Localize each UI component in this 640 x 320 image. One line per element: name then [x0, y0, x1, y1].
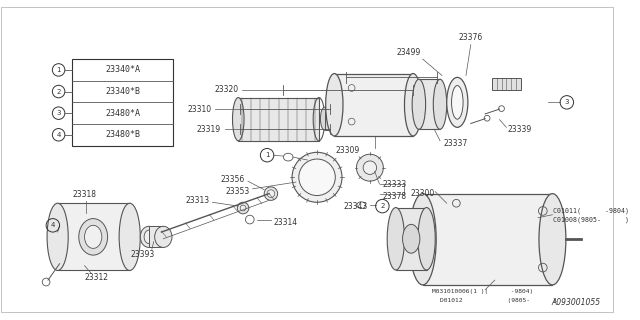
Text: 23480*B: 23480*B — [105, 130, 140, 139]
Text: M031010006(1 )(      -9804): M031010006(1 )( -9804) — [433, 289, 534, 294]
Text: D01012            (9805-      ): D01012 (9805- ) — [440, 298, 556, 303]
Text: 23333: 23333 — [382, 180, 406, 188]
Bar — [149, 226, 163, 247]
Ellipse shape — [356, 154, 383, 181]
Text: 23310: 23310 — [188, 105, 211, 114]
Text: 23340*A: 23340*A — [105, 65, 140, 75]
Text: 23314: 23314 — [274, 218, 298, 227]
Text: 23356: 23356 — [221, 175, 245, 184]
Ellipse shape — [79, 219, 108, 255]
Ellipse shape — [412, 79, 426, 129]
Ellipse shape — [433, 79, 447, 129]
Bar — [419, 79, 440, 129]
Ellipse shape — [299, 159, 335, 196]
Bar — [58, 203, 130, 270]
Text: 23337: 23337 — [444, 139, 468, 148]
Text: 4: 4 — [51, 222, 55, 228]
Ellipse shape — [363, 161, 376, 174]
Ellipse shape — [328, 107, 337, 130]
Ellipse shape — [84, 225, 102, 248]
Text: 23376: 23376 — [459, 34, 483, 43]
Ellipse shape — [321, 107, 329, 130]
Text: 23393: 23393 — [130, 250, 154, 259]
Ellipse shape — [240, 205, 246, 211]
Text: 23312: 23312 — [84, 273, 108, 282]
Text: 4: 4 — [56, 132, 61, 138]
Text: 1: 1 — [56, 67, 61, 73]
Text: 23313: 23313 — [186, 196, 209, 205]
Text: 23320: 23320 — [214, 85, 238, 94]
Text: 23480*A: 23480*A — [105, 109, 140, 118]
Ellipse shape — [418, 208, 435, 270]
Bar — [72, 59, 173, 146]
Text: 2: 2 — [56, 89, 61, 94]
Bar — [396, 208, 427, 270]
Bar — [238, 98, 319, 141]
Text: 3: 3 — [564, 99, 569, 105]
Bar — [324, 107, 332, 130]
Ellipse shape — [264, 187, 278, 200]
Text: C01008(9805-      ): C01008(9805- ) — [554, 216, 629, 223]
Ellipse shape — [403, 224, 420, 253]
Ellipse shape — [452, 85, 463, 119]
Text: 23339: 23339 — [508, 125, 532, 134]
Ellipse shape — [47, 203, 68, 270]
Ellipse shape — [409, 194, 436, 285]
Text: 1: 1 — [265, 152, 269, 158]
Text: 3: 3 — [56, 110, 61, 116]
Ellipse shape — [387, 208, 404, 270]
Ellipse shape — [140, 226, 157, 247]
Text: 2: 2 — [380, 203, 385, 209]
Ellipse shape — [144, 230, 154, 244]
Text: 23318: 23318 — [72, 190, 97, 199]
Ellipse shape — [237, 202, 249, 214]
Text: A093001055: A093001055 — [551, 298, 600, 307]
Text: 23499: 23499 — [396, 48, 420, 57]
Text: 23353: 23353 — [225, 187, 250, 196]
Ellipse shape — [119, 203, 140, 270]
Ellipse shape — [232, 98, 244, 141]
Text: 23319: 23319 — [197, 125, 221, 134]
Ellipse shape — [292, 152, 342, 202]
Bar — [334, 74, 413, 136]
Bar — [492, 78, 521, 90]
Ellipse shape — [267, 190, 275, 197]
Ellipse shape — [326, 74, 343, 136]
Text: 23378: 23378 — [382, 192, 406, 201]
Ellipse shape — [447, 77, 468, 127]
Bar — [423, 194, 552, 285]
Text: 23300: 23300 — [410, 189, 435, 198]
Ellipse shape — [539, 194, 566, 285]
Text: 23343: 23343 — [344, 202, 368, 211]
Text: 23340*B: 23340*B — [105, 87, 140, 96]
Text: 23309: 23309 — [335, 146, 360, 155]
Text: C01011(      -9804): C01011( -9804) — [554, 208, 629, 214]
Ellipse shape — [404, 74, 422, 136]
Ellipse shape — [155, 226, 172, 247]
